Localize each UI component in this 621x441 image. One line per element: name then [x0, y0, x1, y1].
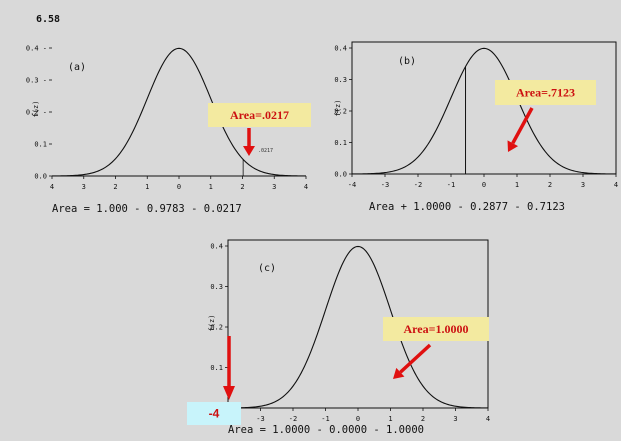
- x-tick-label: 2: [113, 183, 117, 191]
- chart-panel-a: 0.0 0.1 0.2 - 0.3 - 0.4 - 4 3 2 1 0 1 2 3 4 f(z) (a) .02…: [26, 45, 311, 215]
- y-tick-label: 0.3 -: [26, 77, 47, 85]
- x-tick-label: 2: [548, 181, 552, 189]
- arrow-head: [507, 140, 519, 152]
- plot-frame: [351, 41, 617, 175]
- area-equation-caption: Area = 1.0000 - 0.0000 - 1.0000: [228, 424, 424, 436]
- area-callout-box: [495, 80, 596, 105]
- z-marker-text: -4: [209, 407, 220, 421]
- arrow-shaft: [511, 107, 534, 145]
- y-axis-label: f(z): [208, 315, 216, 332]
- x-tick-label: -1: [321, 415, 329, 423]
- x-tick-label: 0: [356, 415, 360, 423]
- x-tick-label: 0: [482, 181, 486, 189]
- y-tick-label: 0.2: [210, 324, 223, 332]
- y-tick-label: 0.0: [334, 171, 347, 179]
- y-tick-label: 0.4 -: [26, 45, 47, 53]
- marker-arrow-head: [223, 386, 235, 400]
- y-tick-label: 0.4: [210, 243, 223, 251]
- x-tick-label: -3: [381, 181, 389, 189]
- y-axis-label: f(z): [32, 101, 40, 118]
- area-callout-text: Area=.0217: [230, 108, 289, 122]
- x-tick-label: -1: [447, 181, 455, 189]
- x-tick-label: -2: [414, 181, 422, 189]
- y-tick-label: 0.3: [210, 283, 223, 291]
- normal-density-curve: [51, 47, 307, 177]
- y-tick-label: 0.4: [334, 45, 347, 53]
- x-tick-label: 2: [421, 415, 425, 423]
- x-tick-label: 3: [453, 415, 457, 423]
- y-axis-label: f(z): [334, 100, 342, 117]
- area-callout-box: [383, 317, 489, 341]
- y-tick-label: 0.1: [34, 141, 47, 149]
- x-tick-label: -4: [348, 181, 356, 189]
- y-tick-label: 0.2: [334, 108, 347, 116]
- x-tick-label: 0: [177, 183, 181, 191]
- panel-label: (c): [258, 263, 276, 274]
- x-tick-label: 3: [82, 183, 86, 191]
- chart-panel-c: 0.00.10.20.30.4-4-3-2-101234f(z)(c)Area=…: [187, 239, 490, 436]
- area-callout-box: [208, 103, 311, 127]
- normal-density-curve: [227, 245, 489, 409]
- x-tick-label: 4: [304, 183, 308, 191]
- x-tick-label: 1: [515, 181, 519, 189]
- area-equation-caption: Area + 1.0000 - 0.2877 - 0.7123: [369, 201, 565, 213]
- x-tick-label: 3: [581, 181, 585, 189]
- normal-density-curve: [351, 47, 617, 175]
- area-callout-text: Area=.7123: [516, 86, 575, 100]
- z-marker-box: [187, 402, 241, 425]
- y-tick-label: 0.1: [334, 139, 347, 147]
- y-tick-label: 0.1: [210, 364, 223, 372]
- area-callout-text: Area=1.0000: [404, 322, 469, 336]
- area-equation-caption: Area = 1.000 - 0.9783 - 0.0217: [52, 203, 242, 215]
- panel-label: (a): [68, 62, 86, 73]
- y-tick-label: 0.0: [34, 173, 47, 181]
- y-tick-label: 0.3: [334, 76, 347, 84]
- x-tick-label: 4: [50, 183, 54, 191]
- x-tick-label: 1: [388, 415, 392, 423]
- x-tick-label: -2: [289, 415, 297, 423]
- x-tick-label: 1: [209, 183, 213, 191]
- arrow-shaft: [399, 343, 432, 374]
- small-area-label: .0217: [258, 148, 273, 154]
- y-tick-label: 0.2 -: [26, 109, 47, 117]
- panel-label: (b): [398, 56, 416, 67]
- chart-panel-b: 0.00.10.20.30.4-4-3-2-101234f(z)(b).7123…: [334, 41, 618, 213]
- x-tick-label: 2: [240, 183, 244, 191]
- x-tick-label: -3: [256, 415, 264, 423]
- problem-number: 6.58: [36, 14, 60, 25]
- x-tick-label: 1: [145, 183, 149, 191]
- x-tick-label: 4: [486, 415, 490, 423]
- x-tick-label: 3: [272, 183, 276, 191]
- x-tick-label: 4: [614, 181, 618, 189]
- arrow-head: [243, 146, 255, 156]
- arrow-head: [393, 367, 405, 379]
